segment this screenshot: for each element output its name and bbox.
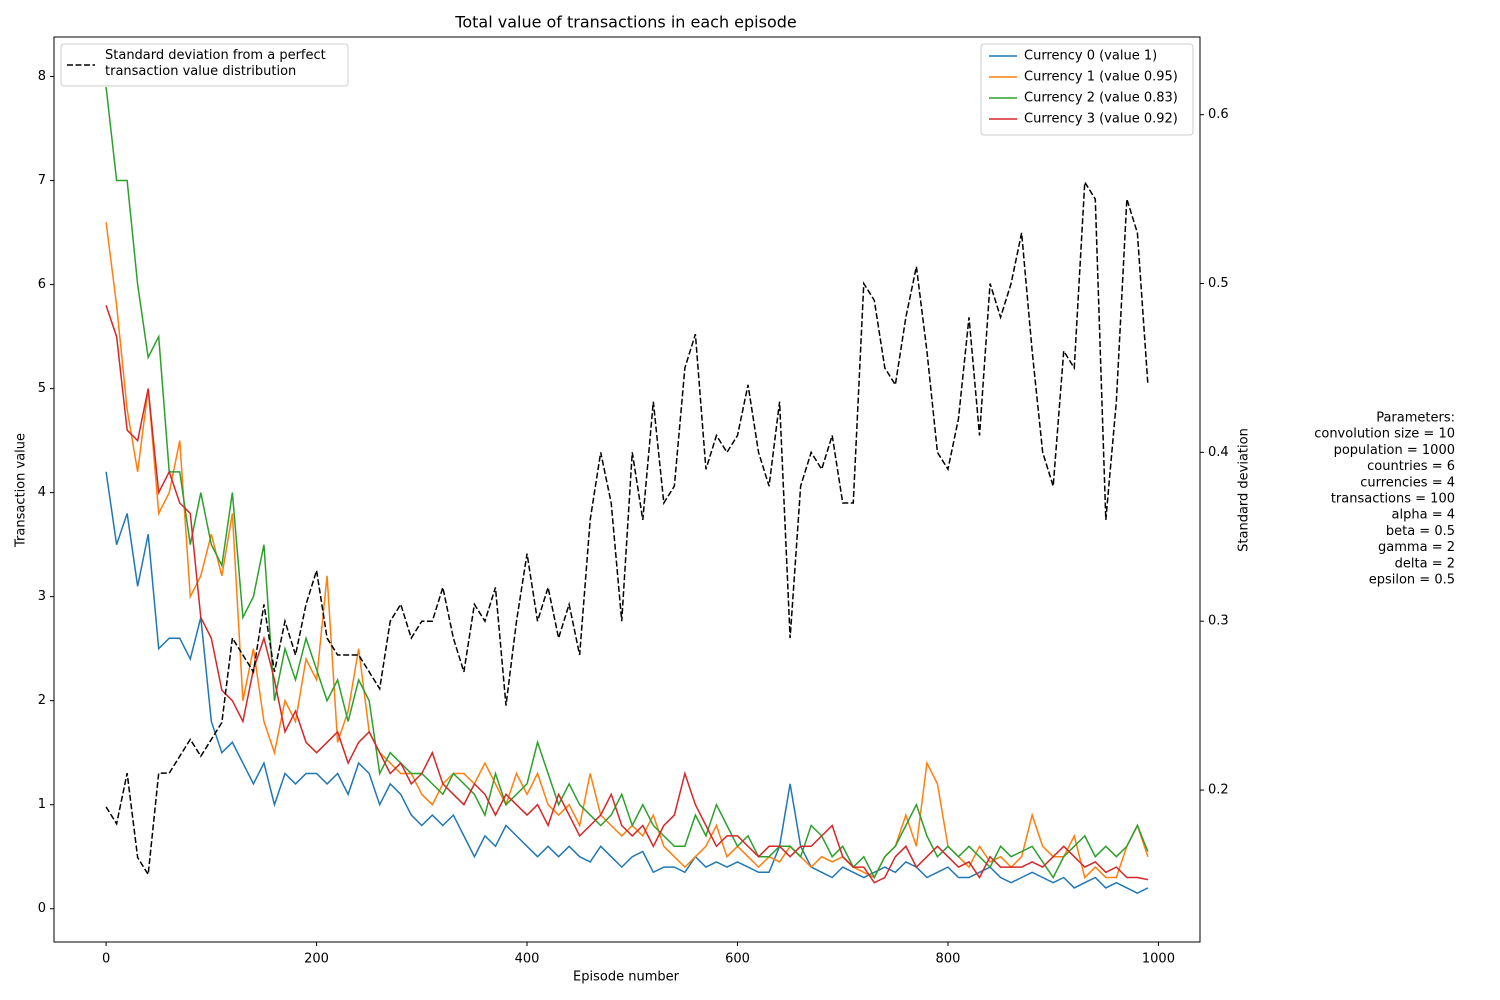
series-line (105, 86, 1149, 880)
legend-label: Currency 0 (value 1) (1024, 49, 1157, 64)
y-tick-label: 2 (38, 693, 46, 708)
annotation-line: beta = 0.5 (1386, 524, 1455, 539)
plot-frame (53, 36, 1201, 943)
y2-tick-label: 0.2 (1208, 783, 1229, 798)
x-tick-label: 800 (936, 952, 961, 967)
y2-axis-label: Standard deviation (1237, 428, 1252, 552)
annotation-line: countries = 6 (1367, 459, 1455, 474)
y2-tick-label: 0.3 (1208, 614, 1229, 629)
y-tick-label: 4 (38, 485, 46, 500)
annotation-line: alpha = 4 (1392, 508, 1455, 523)
annotation-line: gamma = 2 (1378, 540, 1455, 555)
legend-label: Standard deviation from a perfect transa… (105, 48, 326, 79)
y-tick-label: 1 (38, 797, 46, 812)
series-line (105, 305, 1149, 884)
chart-title: Total value of transactions in each epis… (454, 13, 796, 32)
y-tick-label: 7 (38, 173, 46, 188)
annotation-line: convolution size = 10 (1314, 427, 1455, 442)
legend-label: Currency 1 (value 0.95) (1024, 70, 1178, 85)
y-tick-label: 0 (38, 901, 46, 916)
legend-box (60, 43, 349, 87)
annotation-line: currencies = 4 (1360, 475, 1455, 490)
y-axis-label: Transaction value (14, 433, 29, 548)
annotation-line: transactions = 100 (1331, 492, 1455, 507)
y-tick-label: 8 (38, 69, 46, 84)
series-line (105, 471, 1149, 894)
annotation-line: Parameters: (1376, 411, 1455, 426)
x-tick-label: 1000 (1142, 952, 1175, 967)
y2-tick-label: 0.6 (1208, 107, 1229, 122)
y-tick-label: 5 (38, 381, 46, 396)
annotation-line: population = 1000 (1334, 443, 1455, 458)
x-tick-label: 200 (304, 952, 329, 967)
annotation-line: epsilon = 0.5 (1369, 573, 1455, 588)
x-tick-label: 400 (515, 952, 540, 967)
x-axis-label: Episode number (573, 970, 680, 985)
legend-box (980, 43, 1194, 136)
x-tick-label: 0 (102, 952, 110, 967)
series-line (105, 179, 1149, 877)
y2-tick-label: 0.4 (1208, 445, 1229, 460)
legend-label: Currency 3 (value 0.92) (1024, 112, 1178, 127)
x-tick-label: 600 (725, 952, 750, 967)
y2-tick-label: 0.5 (1208, 276, 1229, 291)
y-tick-label: 3 (38, 589, 46, 604)
legend-label: Currency 2 (value 0.83) (1024, 91, 1178, 106)
y-tick-label: 6 (38, 277, 46, 292)
annotation-line: delta = 2 (1395, 556, 1455, 571)
